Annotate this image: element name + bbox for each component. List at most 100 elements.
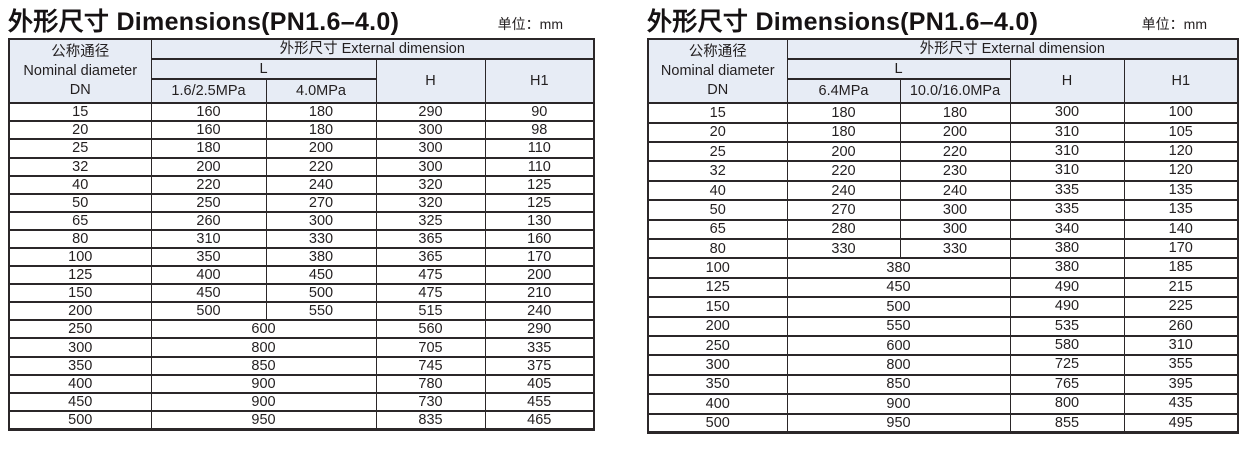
cell-l1: 500 [150, 301, 267, 322]
cell-h1: 215 [1123, 276, 1239, 299]
table-row: 500 950 855 495 [647, 412, 1239, 434]
table-row: 300 800 705 335 [8, 337, 595, 358]
cell-l2: 270 [265, 192, 377, 213]
table-row: 15 160 180 290 90 [8, 102, 595, 123]
cell-l1: 450 [150, 283, 267, 304]
cell-h1: 125 [484, 192, 595, 213]
cell-dn: 32 [8, 156, 152, 177]
header-dn-en: Nominal diameter [23, 62, 138, 79]
cell-l2: 330 [265, 228, 377, 250]
dimension-panel-pn64-160: 外形尺寸 Dimensions(PN1.6–4.0) 单位：mm 公称通径 No… [647, 3, 1240, 435]
cell-h1: 105 [1123, 121, 1239, 144]
header-l: L [786, 58, 1011, 81]
cell-h: 560 [375, 319, 486, 340]
cell-dn: 100 [8, 246, 152, 268]
cell-dn: 250 [647, 334, 788, 357]
cell-l-merged: 900 [150, 373, 377, 394]
cell-dn: 500 [8, 409, 152, 431]
table-row: 350 850 765 395 [647, 373, 1239, 396]
cell-h1: 185 [1123, 257, 1239, 279]
cell-h: 300 [375, 156, 486, 177]
cell-l2: 380 [265, 246, 377, 268]
header-nominal-diameter: 公称通径 Nominal diameter DN [647, 37, 788, 105]
table-row: 32 220 230 310 120 [647, 160, 1239, 182]
cell-dn: 40 [8, 174, 152, 195]
cell-l2: 220 [899, 141, 1011, 163]
cell-h: 730 [375, 391, 486, 412]
cell-dn: 125 [647, 276, 788, 299]
table-row: 200 550 535 260 [647, 315, 1239, 337]
cell-dn: 25 [647, 141, 788, 163]
cell-l-merged: 950 [786, 412, 1011, 434]
header-pressure-1: 6.4MPa [786, 78, 901, 105]
dimensions-table: 公称通径 Nominal diameter DN 外形尺寸 External d… [647, 37, 1240, 435]
cell-h1: 290 [484, 319, 595, 340]
cell-h: 490 [1009, 296, 1125, 318]
cell-dn: 80 [8, 228, 152, 250]
table-row: 50 270 300 335 135 [647, 199, 1239, 221]
cell-dn: 15 [8, 102, 152, 123]
header-pressure-2: 10.0/16.0MPa [899, 78, 1011, 105]
cell-l1: 310 [150, 228, 267, 250]
cell-h1: 435 [1123, 393, 1239, 415]
cell-l-merged: 900 [150, 391, 377, 412]
cell-l2: 180 [265, 120, 377, 141]
cell-h: 310 [1009, 141, 1125, 163]
cell-h1: 225 [1123, 296, 1239, 318]
table-row: 65 280 300 340 140 [647, 218, 1239, 241]
cell-l1: 180 [150, 138, 267, 159]
table-row: 400 900 800 435 [647, 393, 1239, 415]
table-row: 125 450 490 215 [647, 276, 1239, 299]
cell-h: 380 [1009, 257, 1125, 279]
page-title: 外形尺寸 Dimensions(PN1.6–4.0) [8, 7, 400, 36]
cell-l1: 200 [150, 156, 267, 177]
cell-l-merged: 800 [786, 354, 1011, 376]
cell-dn: 65 [647, 218, 788, 241]
cell-h1: 495 [1123, 412, 1239, 434]
cell-l1: 350 [150, 246, 267, 268]
cell-h1: 200 [484, 265, 595, 286]
cell-l1: 240 [786, 179, 901, 202]
cell-l-merged: 800 [150, 337, 377, 358]
cell-l1: 400 [150, 265, 267, 286]
cell-h1: 120 [1123, 160, 1239, 182]
cell-h: 725 [1009, 354, 1125, 376]
cell-h: 300 [375, 138, 486, 159]
cell-h1: 135 [1123, 179, 1239, 202]
cell-l2: 230 [899, 160, 1011, 182]
cell-dn: 250 [8, 319, 152, 340]
table-row: 20 160 180 300 98 [8, 120, 595, 141]
table-row: 50 250 270 320 125 [8, 192, 595, 213]
cell-l2: 240 [265, 174, 377, 195]
cell-h: 855 [1009, 412, 1125, 434]
cell-dn: 15 [647, 102, 788, 124]
titlebar: 外形尺寸 Dimensions(PN1.6–4.0) 单位：mm [8, 3, 593, 35]
header-dn-zh: 公称通径 [51, 43, 110, 60]
cell-l1: 330 [786, 237, 901, 260]
cell-l2: 180 [899, 102, 1011, 124]
table-row: 150 500 490 225 [647, 296, 1239, 318]
page-title: 外形尺寸 Dimensions(PN1.6–4.0) [647, 7, 1039, 36]
cell-h: 475 [375, 265, 486, 286]
cell-h: 365 [375, 246, 486, 268]
cell-h: 320 [375, 192, 486, 213]
cell-dn: 150 [647, 296, 788, 318]
cell-l1: 160 [150, 120, 267, 141]
cell-h: 380 [1009, 237, 1125, 260]
cell-l2: 200 [899, 121, 1011, 144]
cell-h1: 110 [484, 138, 595, 159]
table-row: 300 800 725 355 [647, 354, 1239, 376]
cell-dn: 20 [647, 121, 788, 144]
cell-dn: 200 [8, 301, 152, 322]
table-row: 100 380 380 185 [647, 257, 1239, 279]
table-row: 25 180 200 300 110 [8, 138, 595, 159]
cell-h1: 335 [484, 337, 595, 358]
cell-h1: 405 [484, 373, 595, 394]
header-dn-abbr: DN [69, 81, 91, 98]
cell-h: 780 [375, 373, 486, 394]
header-dn-abbr: DN [707, 81, 729, 98]
cell-h: 835 [375, 409, 486, 431]
cell-l2: 450 [265, 265, 377, 286]
unit-label: 单位：mm [497, 16, 563, 33]
cell-dn: 25 [8, 138, 152, 159]
